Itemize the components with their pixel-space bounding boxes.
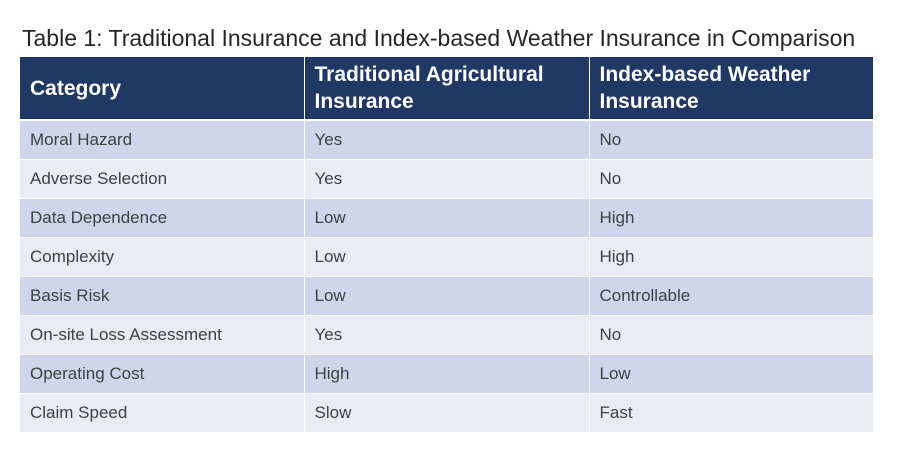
table-row: Claim Speed Slow Fast: [20, 393, 873, 433]
traditional-cell: Slow: [304, 393, 590, 433]
index-based-cell: No: [589, 159, 873, 199]
table-row: Moral Hazard Yes No: [20, 120, 873, 160]
table-row: Adverse Selection Yes No: [20, 159, 873, 199]
index-based-cell: No: [589, 315, 873, 355]
traditional-cell: Low: [304, 276, 590, 316]
table-row: On-site Loss Assessment Yes No: [20, 315, 873, 355]
table-header-row: Category Traditional Agricultural Insura…: [20, 57, 873, 121]
traditional-cell: Low: [304, 237, 590, 277]
category-cell: Moral Hazard: [20, 120, 305, 160]
category-cell: Complexity: [20, 237, 305, 277]
traditional-cell: Yes: [304, 315, 590, 355]
table-row: Operating Cost High Low: [20, 354, 873, 394]
table-caption: Table 1: Traditional Insurance and Index…: [22, 25, 856, 51]
comparison-table: Category Traditional Agricultural Insura…: [20, 57, 873, 433]
column-header-category: Category: [20, 57, 305, 121]
category-cell: Data Dependence: [20, 198, 305, 238]
index-based-cell: Fast: [589, 393, 873, 433]
category-cell: On-site Loss Assessment: [20, 315, 305, 355]
index-based-cell: High: [589, 198, 873, 238]
index-based-cell: Low: [589, 354, 873, 394]
category-cell: Basis Risk: [20, 276, 305, 316]
traditional-cell: Yes: [304, 120, 590, 160]
column-header-traditional: Traditional Agricultural Insurance: [304, 57, 590, 121]
category-cell: Operating Cost: [20, 354, 305, 394]
traditional-cell: Low: [304, 198, 590, 238]
table-row: Basis Risk Low Controllable: [20, 276, 873, 316]
index-based-cell: Controllable: [589, 276, 873, 316]
table-row: Complexity Low High: [20, 237, 873, 277]
column-header-index-based: Index-based Weather Insurance: [589, 57, 873, 121]
category-cell: Claim Speed: [20, 393, 305, 433]
traditional-cell: High: [304, 354, 590, 394]
category-cell: Adverse Selection: [20, 159, 305, 199]
index-based-cell: No: [589, 120, 873, 160]
traditional-cell: Yes: [304, 159, 590, 199]
table-row: Data Dependence Low High: [20, 198, 873, 238]
index-based-cell: High: [589, 237, 873, 277]
